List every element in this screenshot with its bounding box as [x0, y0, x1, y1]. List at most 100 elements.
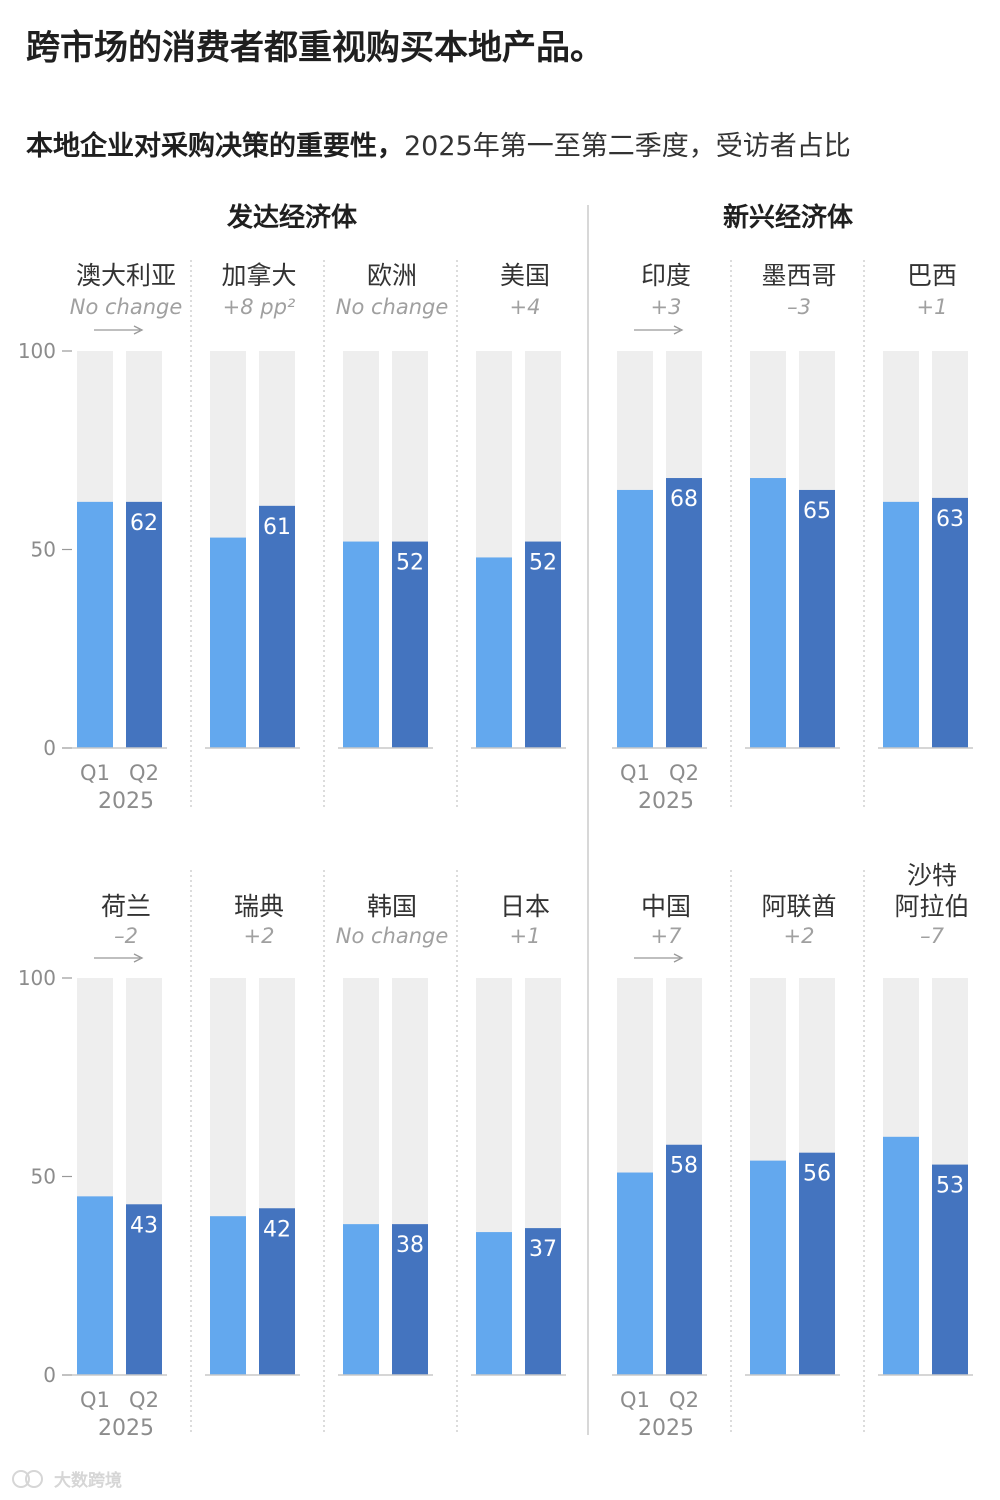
change-label: +4: [510, 295, 541, 319]
change-label: –2: [114, 924, 138, 948]
year-axis-label: 2025: [638, 1416, 694, 1441]
market-name: 阿联酋: [761, 892, 836, 921]
bar-q1: [343, 541, 379, 748]
bar-value-label: 52: [396, 551, 424, 576]
q1-axis-label: Q1: [620, 1388, 650, 1412]
group-label-developed: 发达经济体: [226, 203, 357, 233]
watermark-logo-icon: [12, 1469, 43, 1488]
bar-value-label: 68: [670, 487, 698, 512]
bar-q2: [932, 497, 968, 748]
year-axis-label: 2025: [98, 1416, 154, 1441]
arrow-head-icon: [673, 325, 684, 335]
bar-q2: [666, 1144, 702, 1375]
bar-q1: [210, 537, 246, 748]
bar-q1: [343, 1224, 379, 1375]
group-label-emerging: 新兴经济体: [722, 203, 853, 233]
market-name: 欧洲: [367, 261, 417, 290]
bar-q2: [525, 541, 561, 748]
change-label: –3: [787, 295, 811, 319]
change-label: No change: [70, 295, 183, 319]
bar-q1: [617, 489, 653, 748]
bar-value-label: 43: [130, 1213, 158, 1238]
change-label: +1: [917, 295, 948, 319]
market-name: 巴西: [907, 261, 957, 290]
q2-axis-label: Q2: [669, 761, 699, 785]
y-tick-label: 0: [43, 1363, 56, 1387]
y-tick-label: 50: [31, 1165, 56, 1189]
bar-q2: [259, 1208, 295, 1375]
q2-axis-label: Q2: [669, 1388, 699, 1412]
arrow-head-icon: [133, 325, 144, 335]
market-name: 瑞典: [234, 892, 284, 921]
watermark: 大数跨境: [10, 1466, 122, 1491]
change-label: No change: [336, 295, 449, 319]
bar-value-label: 37: [529, 1237, 557, 1262]
arrow-head-icon: [133, 953, 144, 963]
bar-q1: [476, 1232, 512, 1375]
bar-q2: [126, 501, 162, 748]
market-name: 韩国: [367, 892, 417, 921]
bar-q1: [617, 1172, 653, 1375]
bar-q2: [259, 505, 295, 748]
market-name: 美国: [500, 261, 550, 290]
watermark-text: 大数跨境: [54, 1471, 122, 1491]
bar-q1: [750, 1160, 786, 1375]
chart-subtitle: 本地企业对采购决策的重要性，2025年第一至第二季度，受访者占比: [26, 124, 986, 163]
change-label: +2: [244, 924, 275, 948]
bar-value-label: 56: [803, 1162, 831, 1187]
market-name: 阿拉伯: [894, 892, 969, 921]
bar-q2: [799, 489, 835, 748]
year-axis-label: 2025: [638, 789, 694, 814]
bar-value-label: 62: [130, 511, 158, 536]
bar-q1: [750, 478, 786, 748]
bar-value-label: 61: [263, 515, 291, 540]
bar-value-label: 65: [803, 499, 831, 524]
bar-value-label: 38: [396, 1233, 424, 1258]
y-tick-label: 50: [31, 538, 56, 562]
change-label: +2: [784, 924, 815, 948]
bar-q2: [392, 541, 428, 748]
year-axis-label: 2025: [98, 789, 154, 814]
bar-q2: [666, 478, 702, 748]
bar-q1: [883, 1136, 919, 1375]
market-name: 加拿大: [221, 261, 296, 290]
bar-q2: [126, 1204, 162, 1375]
change-label: No change: [336, 924, 449, 948]
y-tick-label: 100: [18, 966, 56, 990]
bar-q2: [932, 1164, 968, 1375]
bar-q1: [476, 557, 512, 748]
bar-q2: [392, 1224, 428, 1375]
market-name: 中国: [641, 892, 691, 921]
bar-value-label: 53: [936, 1174, 964, 1199]
bar-q1: [883, 501, 919, 748]
bar-q2: [799, 1152, 835, 1375]
change-label: +1: [510, 924, 541, 948]
bar-q1: [210, 1216, 246, 1375]
bar-q1: [77, 1196, 113, 1375]
arrow-head-icon: [673, 953, 684, 963]
bar-q2: [525, 1228, 561, 1375]
q1-axis-label: Q1: [80, 1388, 110, 1412]
change-label: –7: [920, 924, 945, 948]
market-name: 荷兰: [101, 892, 151, 921]
subtitle-rest: 2025年第一至第二季度，受访者占比: [404, 131, 851, 162]
market-name: 日本: [500, 892, 550, 921]
bar-value-label: 58: [670, 1154, 698, 1179]
q1-axis-label: Q1: [80, 761, 110, 785]
bar-q1: [77, 501, 113, 748]
market-name: 印度: [641, 261, 691, 290]
q1-axis-label: Q1: [620, 761, 650, 785]
bar-value-label: 63: [936, 507, 964, 532]
subtitle-bold: 本地企业对采购决策的重要性，: [26, 131, 404, 162]
market-name: 沙特: [907, 861, 957, 890]
change-label: +8 pp²: [223, 295, 296, 319]
change-label: +7: [651, 924, 683, 948]
market-name: 澳大利亚: [76, 261, 176, 290]
y-tick-label: 0: [43, 736, 56, 760]
q2-axis-label: Q2: [129, 761, 159, 785]
change-label: +3: [651, 295, 682, 319]
page-title: 跨市场的消费者都重视购买本地产品。: [26, 28, 604, 68]
bar-value-label: 52: [529, 551, 557, 576]
q2-axis-label: Q2: [129, 1388, 159, 1412]
